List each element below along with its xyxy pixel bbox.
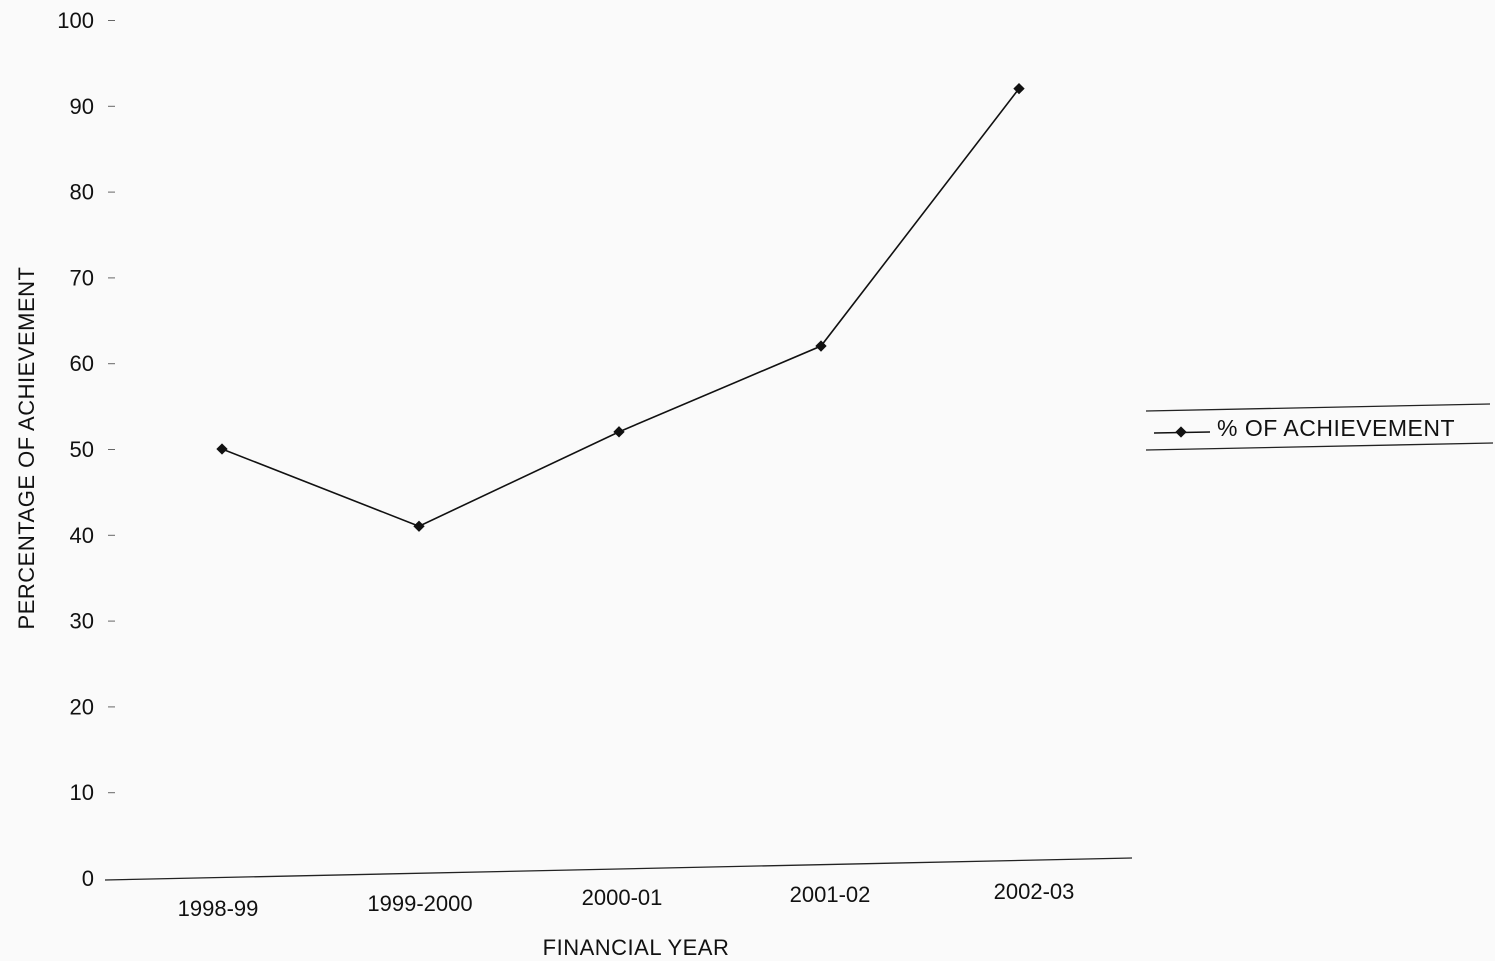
y-tick-label: 60	[70, 351, 94, 376]
y-tick-label: 20	[70, 694, 94, 719]
y-tick-label: 70	[70, 265, 94, 290]
legend-top-rule	[1145, 403, 1491, 412]
series-line	[221, 88, 1020, 528]
legend-label: % OF ACHIEVEMENT	[1217, 415, 1455, 441]
x-tick-label: 2001-02	[790, 882, 871, 907]
data-point-marker	[413, 520, 425, 532]
legend-bottom-rule	[1145, 442, 1494, 451]
data-point-marker	[815, 340, 827, 352]
y-tick-label: 0	[82, 866, 94, 891]
y-tick-label: 100	[57, 8, 94, 33]
data-point-marker	[613, 426, 625, 438]
y-tick-label: 30	[70, 609, 94, 634]
y-tick-label: 80	[70, 180, 94, 205]
y-axis-title: PERCENTAGE OF ACHIEVEMENT	[14, 267, 39, 630]
y-tick-label: 90	[70, 94, 94, 119]
y-tick-label: 50	[70, 437, 94, 462]
data-point-marker	[216, 443, 228, 455]
y-tick-label: 40	[70, 523, 94, 548]
x-axis-line	[104, 857, 1133, 881]
y-tick-label: 10	[70, 780, 94, 805]
legend-marker	[1175, 426, 1187, 438]
y-axis-ticks: 0 10 20 30 40 50 60 70 80 90 100	[57, 8, 115, 891]
series-group	[216, 82, 1025, 532]
x-axis-ticks: 1998-99 1999-2000 2000-01 2001-02 2002-03	[178, 879, 1075, 921]
legend: % OF ACHIEVEMENT	[1145, 403, 1494, 451]
x-tick-label: 1998-99	[178, 896, 259, 921]
x-tick-label: 2000-01	[582, 885, 663, 910]
x-axis-title: FINANCIAL YEAR	[543, 935, 730, 960]
x-tick-label: 1999-2000	[367, 891, 472, 916]
x-tick-label: 2002-03	[994, 879, 1075, 904]
